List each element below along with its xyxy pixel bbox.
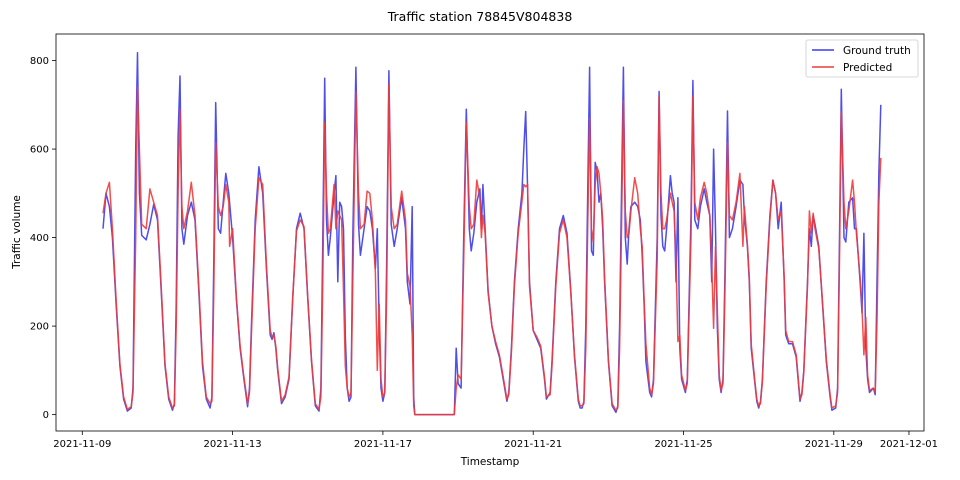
series-line-predicted bbox=[102, 82, 882, 416]
series-layer bbox=[102, 51, 882, 416]
y-tick-label: 0 bbox=[43, 410, 49, 421]
legend: Ground truth Predicted bbox=[805, 39, 919, 78]
x-axis-title: Timestamp bbox=[460, 456, 520, 468]
plot-area: 2021-11-09 2021-11-13 2021-11-17 2021-11-21… bbox=[30, 33, 938, 450]
y-axis-title: Traffic volume bbox=[11, 195, 23, 270]
plot-frame bbox=[55, 33, 925, 432]
x-tick-label: 2021-12-01 bbox=[880, 439, 938, 450]
y-axis: 0 200 400 600 800 bbox=[30, 56, 56, 421]
legend-label-predicted: Predicted bbox=[843, 62, 892, 74]
x-tick-label: 2021-11-21 bbox=[504, 439, 562, 450]
x-tick-label: 2021-11-25 bbox=[654, 439, 712, 450]
y-tick-label: 400 bbox=[30, 233, 49, 244]
y-tick-label: 200 bbox=[30, 322, 49, 333]
y-tick-label: 800 bbox=[30, 56, 49, 67]
x-axis: 2021-11-09 2021-11-13 2021-11-17 2021-11-21… bbox=[53, 431, 938, 450]
x-tick-label: 2021-11-13 bbox=[204, 439, 262, 450]
chart-title: Traffic station 78845V804838 bbox=[387, 9, 573, 24]
x-tick-label: 2021-11-09 bbox=[53, 439, 111, 450]
legend-label-ground-truth: Ground truth bbox=[843, 45, 911, 57]
y-tick-label: 600 bbox=[30, 145, 49, 156]
x-tick-label: 2021-11-29 bbox=[805, 439, 863, 450]
x-tick-label: 2021-11-17 bbox=[354, 439, 412, 450]
